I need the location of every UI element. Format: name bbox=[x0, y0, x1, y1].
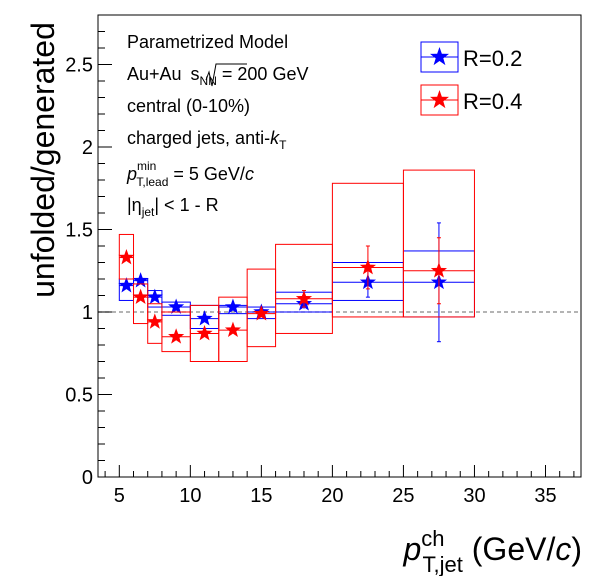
axes-layer: 5 10 15 20 25 30 35 0 0.5 1 1.5 2 2.5 bbox=[65, 14, 575, 507]
annotation-system-s: s bbox=[191, 64, 200, 84]
annotation-ptlead-p: p bbox=[126, 164, 137, 184]
annotation-system: Au+Au sNN = 200 GeV bbox=[127, 64, 308, 88]
x-tick-label: 10 bbox=[179, 485, 201, 507]
annotation-model: Parametrized Model bbox=[127, 32, 288, 52]
x-tick-label: 30 bbox=[463, 485, 485, 507]
legend-entry-r04: R=0.4 bbox=[420, 84, 522, 116]
x-axis-label: pch T,jet (GeV/c) bbox=[402, 526, 582, 576]
y-tick-label: 1.5 bbox=[65, 220, 93, 242]
data-point bbox=[224, 321, 242, 338]
plot-layer bbox=[98, 169, 581, 362]
data-point bbox=[168, 328, 185, 344]
legend: R=0.2 R=0.4 bbox=[420, 41, 522, 116]
y-tick-label: 2.5 bbox=[65, 55, 93, 77]
x-axis-label-unit-var: c bbox=[555, 531, 571, 567]
annotation-eta-b: | < 1 - R bbox=[154, 195, 218, 215]
annotation-jets-t: T bbox=[279, 138, 287, 152]
series-r04 bbox=[118, 169, 475, 362]
legend-label-r02: R=0.2 bbox=[463, 46, 522, 71]
data-point bbox=[118, 277, 135, 293]
annotation-sqrt-sign bbox=[205, 63, 247, 87]
annotation-ptlead-c: c bbox=[245, 164, 254, 184]
data-point bbox=[295, 290, 313, 306]
annotation-system-a: Au+Au bbox=[127, 64, 187, 84]
y-tick-label: 0.5 bbox=[65, 385, 93, 407]
annotation-jets-k: k bbox=[270, 128, 280, 148]
annotation-ptlead-sub: T,lead bbox=[136, 175, 168, 189]
x-tick-label: 25 bbox=[392, 485, 414, 507]
x-tick-label: 20 bbox=[321, 485, 343, 507]
y-axis-label: unfolded/generated bbox=[25, 22, 61, 298]
legend-entry-r02: R=0.2 bbox=[420, 41, 522, 73]
sys-box bbox=[118, 233, 135, 280]
x-axis-label-unit-close: ) bbox=[571, 531, 582, 567]
data-point bbox=[168, 298, 185, 314]
data-point bbox=[253, 305, 270, 321]
legend-marker-r02 bbox=[429, 47, 450, 66]
x-tick-label: 15 bbox=[250, 485, 272, 507]
data-point bbox=[196, 324, 213, 341]
legend-marker-r04 bbox=[429, 90, 450, 109]
data-point bbox=[146, 313, 163, 329]
data-point bbox=[359, 258, 376, 275]
annotation-eta: |ηjet| < 1 - R bbox=[127, 195, 219, 219]
x-tick-label: 35 bbox=[534, 485, 556, 507]
annotation-eta-sub: jet bbox=[141, 205, 155, 219]
data-point bbox=[118, 249, 135, 265]
annotation-jets-a: charged jets, anti- bbox=[127, 128, 270, 148]
x-axis-label-unit-open: (GeV/ bbox=[463, 531, 556, 567]
data-point bbox=[224, 298, 242, 314]
y-tick-label: 2 bbox=[82, 137, 93, 159]
annotation-jets: charged jets, anti-kT bbox=[127, 128, 287, 152]
data-point bbox=[430, 262, 448, 278]
y-tick-label: 1 bbox=[82, 302, 93, 324]
data-point bbox=[132, 288, 149, 305]
data-point bbox=[146, 288, 163, 305]
annotation-system-b: = 200 GeV bbox=[217, 64, 309, 84]
annotation-ptlead: pmin T,lead = 5 GeV/c bbox=[126, 159, 254, 189]
annotation-centrality: central (0-10%) bbox=[127, 96, 250, 116]
annotation-block: Parametrized Model Au+Au sNN = 200 GeV c… bbox=[126, 32, 308, 219]
annotation-ptlead-a: = 5 GeV/ bbox=[168, 164, 245, 184]
sys-box bbox=[402, 169, 475, 318]
annotation-eta-a: |η bbox=[127, 195, 142, 215]
annotation-ptlead-sup: min bbox=[137, 159, 156, 173]
data-point bbox=[196, 310, 213, 326]
legend-label-r04: R=0.4 bbox=[463, 89, 522, 114]
x-axis-label-sub: T,jet bbox=[423, 552, 463, 576]
x-axis-label-p: p bbox=[402, 531, 421, 567]
data-point bbox=[132, 272, 149, 288]
x-axis-label-sup: ch bbox=[421, 526, 444, 551]
y-tick-label: 0 bbox=[82, 467, 93, 489]
x-tick-label: 5 bbox=[114, 485, 125, 507]
